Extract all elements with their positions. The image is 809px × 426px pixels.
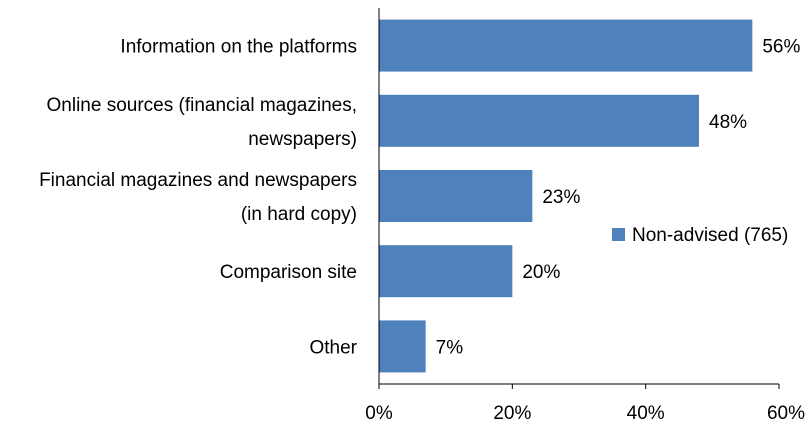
data-label-0: 56%: [762, 37, 800, 58]
x-tick-labels: 0% 20% 40% 60%: [365, 403, 805, 424]
data-labels: 56% 48% 23% 20% 7%: [436, 37, 801, 359]
bars-group: [379, 19, 753, 373]
x-tick-label-2: 40%: [627, 403, 665, 424]
category-label-1-line-0: Online sources (financial magazines,: [47, 95, 358, 116]
bar-3: [379, 245, 513, 298]
data-label-2: 23%: [542, 187, 580, 208]
x-tick-label-3: 60%: [767, 403, 805, 424]
bar-2: [379, 170, 533, 222]
category-label-2-line-0: Financial magazines and newspapers: [39, 170, 357, 191]
bar-1: [379, 94, 699, 147]
x-tick-label-1: 20%: [493, 403, 531, 424]
category-label-4: Other: [309, 337, 357, 358]
data-label-3: 20%: [522, 262, 560, 283]
category-label-1-line-1: newspapers): [248, 129, 357, 150]
category-label-0: Information on the platforms: [120, 37, 357, 58]
data-label-1: 48%: [709, 112, 747, 133]
legend: Non-advised (765): [612, 225, 788, 246]
data-label-4: 7%: [436, 337, 464, 358]
bar-0: [379, 19, 753, 72]
axes: [378, 8, 780, 389]
legend-label: Non-advised (765): [632, 225, 788, 246]
category-label-3: Comparison site: [220, 262, 357, 283]
x-tick-label-0: 0%: [365, 403, 393, 424]
legend-swatch: [612, 228, 625, 241]
category-label-2-line-1: (in hard copy): [241, 204, 357, 225]
bar-4: [379, 320, 426, 373]
category-labels: Information on the platforms Online sourc…: [39, 37, 358, 359]
